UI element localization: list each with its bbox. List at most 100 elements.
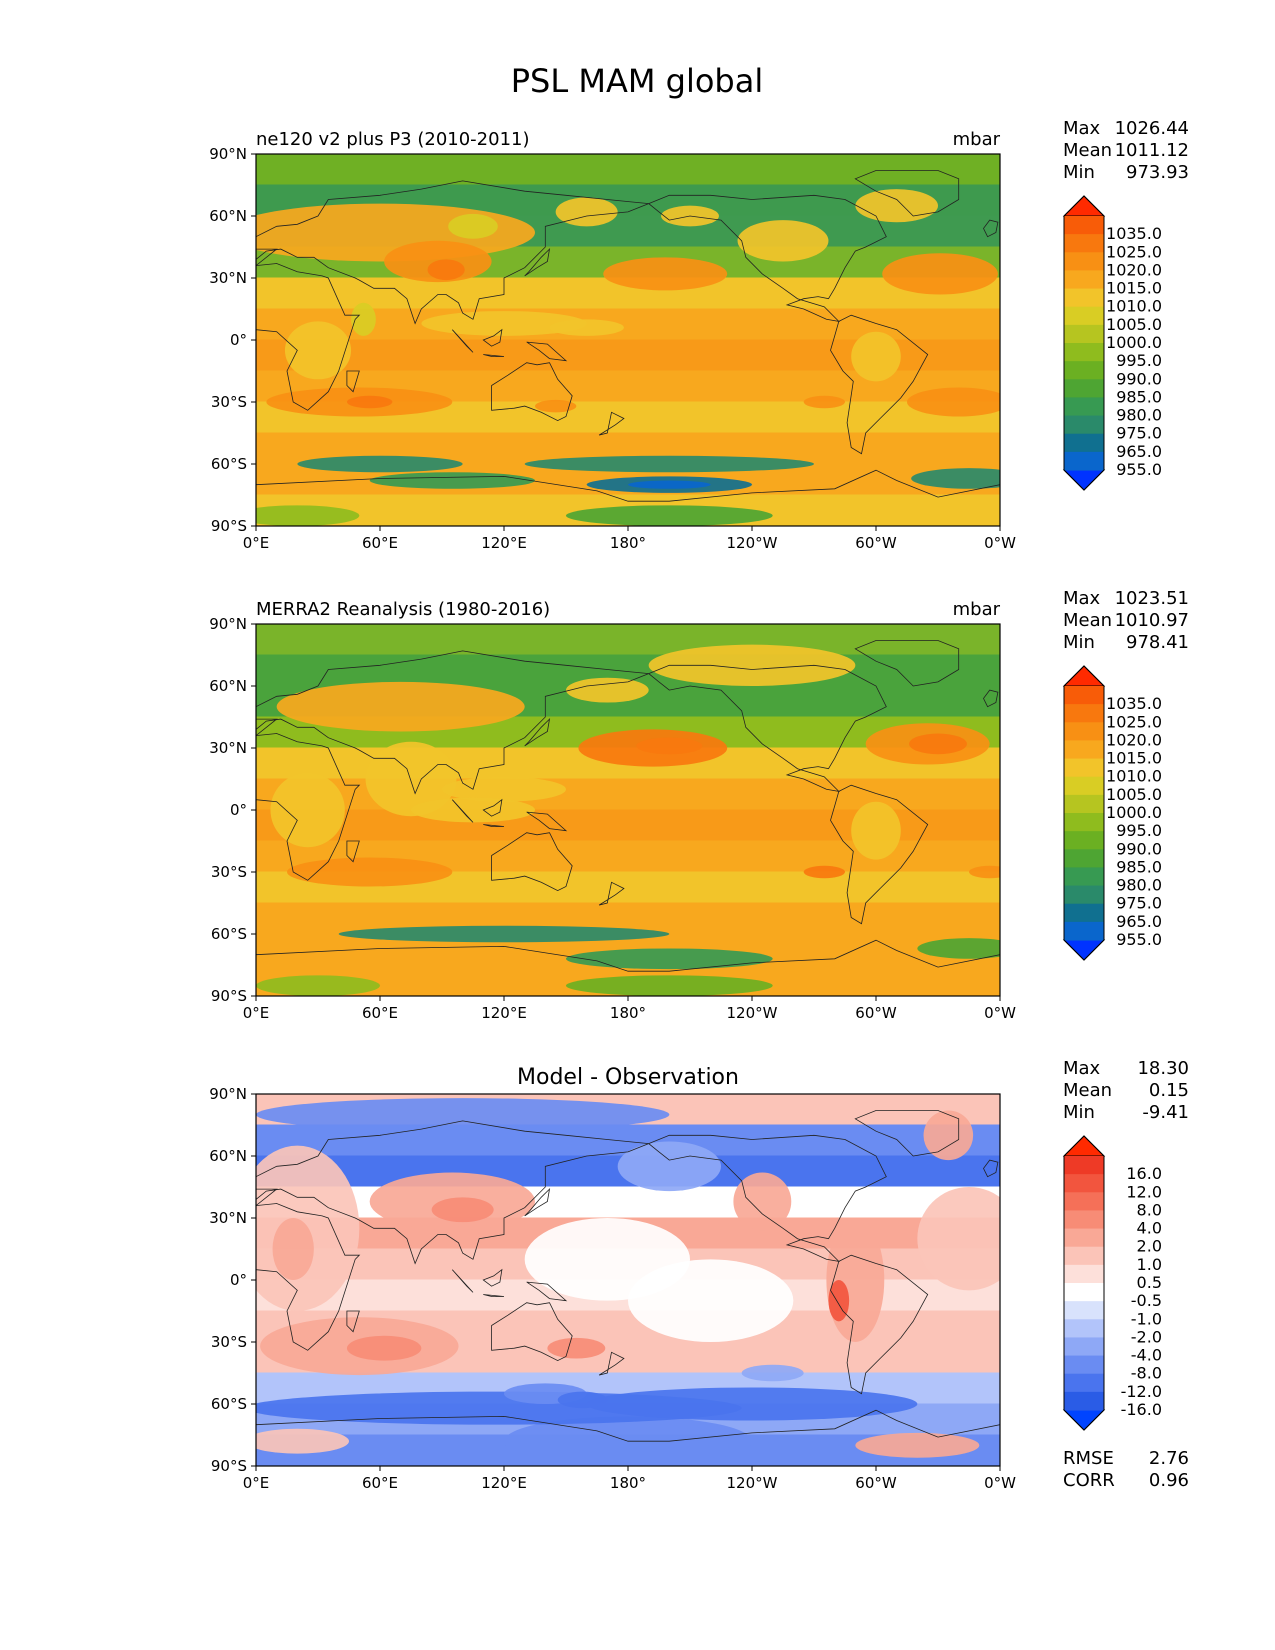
colorbar-segment <box>1064 1174 1104 1193</box>
panel-left-title: ne120 v2 plus P3 (2010-2011) <box>256 129 530 150</box>
coastline <box>483 1294 505 1297</box>
lon-tick-label: 180° <box>610 1004 646 1022</box>
field-blob <box>411 797 535 823</box>
field-band <box>256 154 1000 186</box>
stat-label: Mean <box>1063 610 1112 631</box>
coastline <box>256 469 1000 526</box>
coastline <box>483 824 505 827</box>
lon-tick-label: 120°W <box>727 534 778 552</box>
field-blob <box>365 741 457 817</box>
colorbar-segment <box>1064 379 1104 399</box>
lon-tick-label: 60°W <box>855 1004 897 1022</box>
coastline <box>256 1203 361 1351</box>
colorbar-tick-label: 955.0 <box>1116 460 1162 479</box>
colorbar-segment <box>1064 216 1104 235</box>
colorbar-segment <box>1064 686 1104 705</box>
colorbar-segment <box>1064 451 1104 471</box>
colorbar-segment <box>1064 722 1104 742</box>
coastline <box>524 1187 551 1217</box>
colorbar-tick-label: -4.0 <box>1131 1346 1162 1365</box>
coastline <box>983 1159 999 1178</box>
colorbar-segment <box>1064 288 1104 308</box>
lat-tick-label: 30°S <box>211 863 247 881</box>
lon-tick-label: 60°E <box>362 1474 398 1492</box>
field-blob <box>826 1218 885 1342</box>
colorbar-outline <box>1063 195 1105 491</box>
lon-tick-label: 0°E <box>243 1474 270 1492</box>
lon-tick-label: 180° <box>610 1474 646 1492</box>
colorbar-tick-label: 1015.0 <box>1106 749 1162 768</box>
stat-label: Min <box>1063 1102 1095 1123</box>
stat-label: Mean <box>1063 140 1112 161</box>
colorbar-segment <box>1064 1373 1104 1393</box>
colorbar-segment <box>1064 397 1104 417</box>
field-blob <box>648 644 856 686</box>
stat-value: 1011.12 <box>1115 140 1189 161</box>
field-blob <box>851 801 901 860</box>
field-blob <box>256 1428 349 1454</box>
field-blob <box>549 319 624 336</box>
coastline <box>256 263 361 411</box>
colorbar-tick-label: -0.5 <box>1131 1291 1162 1310</box>
colorbar-segment <box>1064 252 1104 272</box>
coastline <box>598 881 625 906</box>
lat-tick-label: 30°N <box>209 1209 247 1227</box>
coastline <box>256 733 361 881</box>
lat-tick-label: 60°S <box>211 455 247 473</box>
panel-center-title: Model - Observation <box>517 1065 739 1090</box>
stat-label: Max <box>1063 118 1101 139</box>
field-band <box>256 1124 1000 1157</box>
field-blob <box>346 395 393 409</box>
colorbar-tick-label: 985.0 <box>1116 857 1162 876</box>
colorbar-segment <box>1064 324 1104 344</box>
colorbar-extend-max <box>1062 665 1106 687</box>
coastline <box>256 650 649 795</box>
lon-tick-label: 60°E <box>362 534 398 552</box>
coastline <box>256 1409 1000 1466</box>
colorbar-segment <box>1064 885 1104 905</box>
field-blob <box>566 975 773 996</box>
map-field <box>256 1094 1000 1466</box>
colorbar-extend-min <box>1062 939 1106 961</box>
field-band <box>256 1186 1000 1219</box>
colorbar-segment <box>1064 1192 1104 1212</box>
coastline <box>647 1134 887 1263</box>
field-blob <box>855 189 939 223</box>
colorbar-tick-label: 1010.0 <box>1106 297 1162 316</box>
field-blob <box>917 1187 1000 1291</box>
field-blob <box>297 455 463 473</box>
coastline <box>854 1110 960 1157</box>
field-blob <box>917 938 1000 959</box>
stat-label: CORR <box>1063 1470 1115 1491</box>
colorbar-tick-label: 4.0 <box>1137 1219 1162 1238</box>
field-blob <box>557 1391 608 1409</box>
lon-tick-label: 120°E <box>481 1004 527 1022</box>
coastline <box>346 370 360 393</box>
field-blob <box>882 253 998 295</box>
field-blob <box>566 505 773 526</box>
colorbar-segment <box>1064 1337 1104 1357</box>
field-blob <box>421 311 587 336</box>
coastline <box>482 798 503 817</box>
lon-tick-label: 0°W <box>984 534 1016 552</box>
stat-value: 1026.44 <box>1115 118 1189 139</box>
coastline <box>598 411 625 436</box>
coastline <box>256 939 1000 996</box>
coastline <box>482 328 503 347</box>
colorbar-tick-label: 1035.0 <box>1106 224 1162 243</box>
coastline <box>451 1269 474 1293</box>
coastline <box>526 811 568 832</box>
colorbar-extend-max <box>1062 195 1106 217</box>
field-blob <box>276 681 525 732</box>
coastline <box>854 170 960 217</box>
map-field <box>256 624 1000 996</box>
colorbar-tick-label: 1005.0 <box>1106 315 1162 334</box>
lon-tick-label: 0°E <box>243 1004 270 1022</box>
colorbar-segment <box>1064 1355 1104 1375</box>
lat-tick-label: 90°N <box>209 615 247 633</box>
field-blob <box>628 480 711 489</box>
lon-tick-label: 0°W <box>984 1474 1016 1492</box>
colorbar-segment <box>1064 1156 1104 1175</box>
coastline <box>524 717 551 747</box>
lon-tick-label: 180° <box>610 534 646 552</box>
